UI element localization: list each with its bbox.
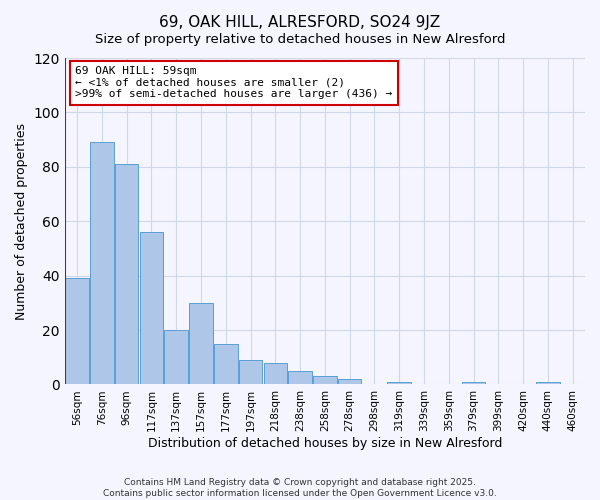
Bar	[90, 142, 114, 384]
Bar	[338, 379, 361, 384]
Bar	[462, 382, 485, 384]
Bar	[115, 164, 139, 384]
Text: Contains HM Land Registry data © Crown copyright and database right 2025.
Contai: Contains HM Land Registry data © Crown c…	[103, 478, 497, 498]
Bar	[313, 376, 337, 384]
Bar	[263, 362, 287, 384]
Bar	[140, 232, 163, 384]
Text: 69, OAK HILL, ALRESFORD, SO24 9JZ: 69, OAK HILL, ALRESFORD, SO24 9JZ	[160, 15, 440, 30]
Y-axis label: Number of detached properties: Number of detached properties	[15, 122, 28, 320]
Bar	[214, 344, 238, 384]
Bar	[239, 360, 262, 384]
Bar	[388, 382, 411, 384]
Bar	[65, 278, 89, 384]
Text: Size of property relative to detached houses in New Alresford: Size of property relative to detached ho…	[95, 32, 505, 46]
Bar	[164, 330, 188, 384]
Text: 69 OAK HILL: 59sqm
← <1% of detached houses are smaller (2)
>99% of semi-detache: 69 OAK HILL: 59sqm ← <1% of detached hou…	[75, 66, 392, 100]
X-axis label: Distribution of detached houses by size in New Alresford: Distribution of detached houses by size …	[148, 437, 502, 450]
Bar	[536, 382, 560, 384]
Bar	[289, 371, 312, 384]
Bar	[189, 303, 213, 384]
